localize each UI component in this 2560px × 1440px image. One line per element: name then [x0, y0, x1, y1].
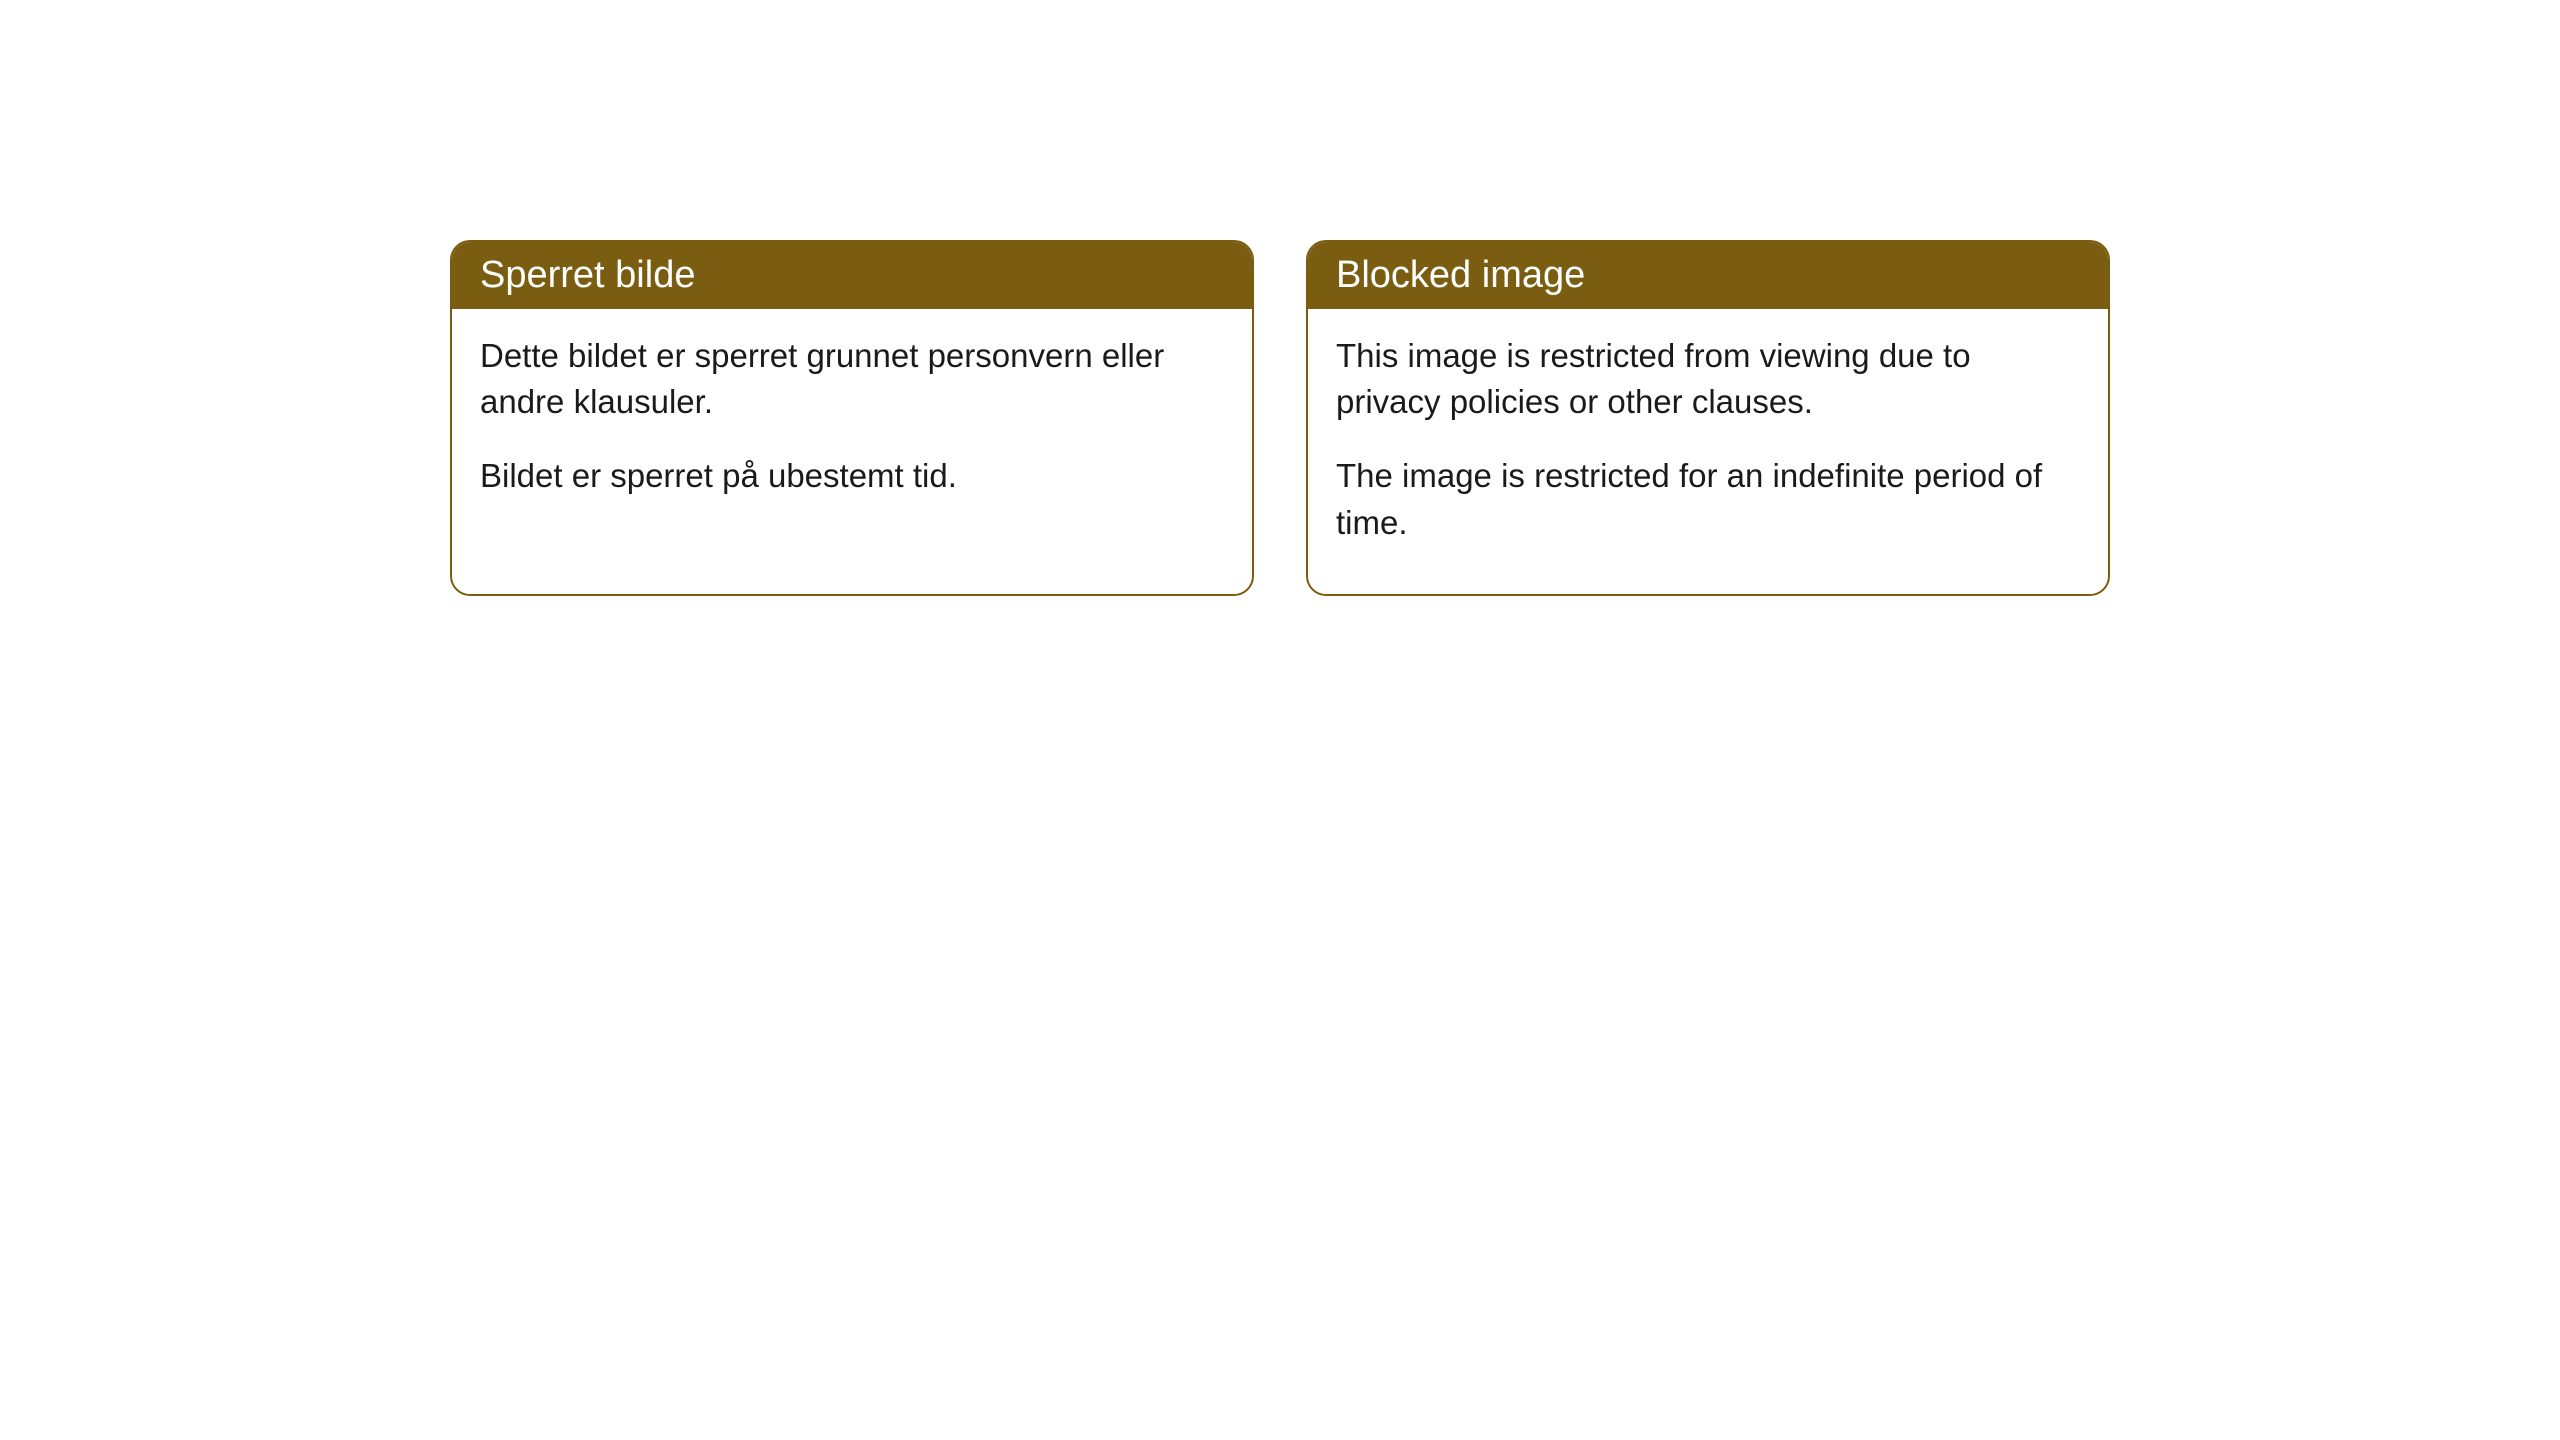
card-title: Sperret bilde	[480, 254, 695, 296]
notice-cards-container: Sperret bilde Dette bildet er sperret gr…	[450, 240, 2110, 596]
notice-card-english: Blocked image This image is restricted f…	[1306, 240, 2110, 596]
card-header: Sperret bilde	[452, 242, 1252, 309]
card-paragraph: This image is restricted from viewing du…	[1336, 333, 2080, 425]
card-paragraph: Bildet er sperret på ubestemt tid.	[480, 453, 1224, 499]
card-paragraph: Dette bildet er sperret grunnet personve…	[480, 333, 1224, 425]
card-paragraph: The image is restricted for an indefinit…	[1336, 453, 2080, 545]
card-title: Blocked image	[1336, 254, 1585, 296]
card-body: Dette bildet er sperret grunnet personve…	[452, 309, 1252, 548]
card-header: Blocked image	[1308, 242, 2108, 309]
card-body: This image is restricted from viewing du…	[1308, 309, 2108, 594]
notice-card-norwegian: Sperret bilde Dette bildet er sperret gr…	[450, 240, 1254, 596]
